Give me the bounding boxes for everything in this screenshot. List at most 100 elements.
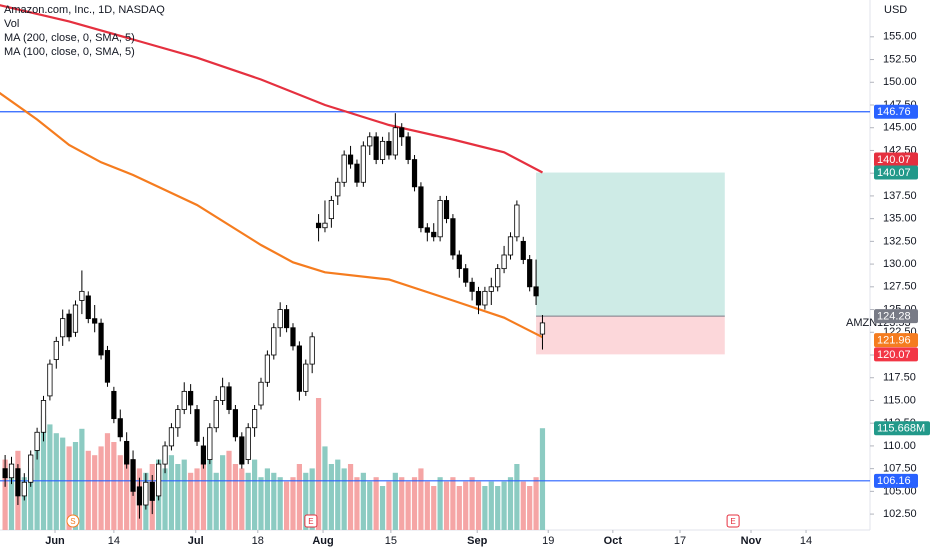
volume-bar <box>239 468 245 530</box>
moving-average <box>0 4 544 174</box>
volume-bar <box>373 477 379 530</box>
candle-body <box>136 486 143 506</box>
volume-bar <box>501 481 507 530</box>
ma-tag-label: 140.07 <box>877 154 911 166</box>
candle-body <box>392 127 398 156</box>
candle-body <box>443 200 450 220</box>
volume-bar <box>360 472 366 530</box>
volume-bar <box>290 477 296 530</box>
volume-bar <box>8 472 15 530</box>
candle-body <box>28 454 34 483</box>
candle-body <box>296 345 302 392</box>
candle-body <box>156 463 162 497</box>
volume-bar <box>34 446 40 530</box>
volume-tag <box>874 421 930 436</box>
candle-body <box>271 327 277 356</box>
legend-entry: MA (100, close, 0, SMA, 5) <box>4 46 135 58</box>
volume-bar <box>175 464 181 530</box>
candle-body <box>175 409 181 429</box>
volume-bar <box>277 477 283 530</box>
candle-body <box>482 290 488 306</box>
volume-bar <box>424 481 430 530</box>
hline-tag-label: 146.76 <box>877 106 911 118</box>
stop-tag-label: 120.07 <box>877 349 911 361</box>
volume-bar <box>283 481 290 530</box>
candle-body <box>85 295 91 320</box>
y-tick-label: 115.00 <box>883 394 916 406</box>
candle-body <box>8 463 15 479</box>
volume-bar <box>405 481 411 530</box>
candle-body <box>104 350 111 383</box>
candle-body <box>47 363 53 397</box>
volume-bar <box>232 464 239 530</box>
candle-body <box>533 286 539 297</box>
volume-bar <box>335 459 341 530</box>
event-label: E <box>308 517 313 526</box>
candle-body <box>283 309 290 329</box>
candle-body <box>347 154 354 165</box>
candle-body <box>335 181 341 197</box>
candle-body <box>252 409 258 429</box>
x-tick-label: Nov <box>741 535 763 547</box>
candle-body <box>72 304 79 333</box>
y-tick-label: 102.50 <box>883 508 917 520</box>
y-tick-label: 150.00 <box>883 76 917 88</box>
y-tick-label: 127.50 <box>883 281 917 293</box>
candle-body <box>539 322 546 335</box>
volume-bar <box>411 477 418 530</box>
candle-body <box>40 400 47 433</box>
volume-bar <box>98 446 104 530</box>
legend-entry: MA (200, close, 0, SMA, 5) <box>4 32 135 44</box>
candle-body <box>92 318 98 324</box>
candle-body <box>15 468 21 497</box>
volume-bar <box>28 468 34 530</box>
candle-body <box>264 354 270 383</box>
event-label: E <box>730 517 735 526</box>
candle-body <box>411 159 418 188</box>
volume-bar <box>111 442 117 530</box>
candle-body <box>117 418 123 438</box>
candle-body <box>303 363 309 392</box>
x-tick-label: Jun <box>45 535 65 547</box>
volume-bar <box>482 486 488 530</box>
candle-body <box>367 136 373 147</box>
candle-body <box>290 327 296 347</box>
volume-bar <box>124 446 130 530</box>
candle-body <box>34 431 40 451</box>
candle-body <box>507 236 514 256</box>
volume-bar <box>514 464 520 530</box>
symbol-label: AMZN <box>846 317 877 329</box>
candle-body <box>232 409 239 438</box>
x-tick-label: Aug <box>312 535 333 547</box>
candle-body <box>220 386 226 401</box>
candle-body <box>111 390 117 420</box>
candle-body <box>475 290 482 306</box>
x-tick-label: 19 <box>542 535 554 547</box>
candle-body <box>514 204 520 238</box>
volume-bar <box>104 433 111 530</box>
candle-body <box>21 481 27 497</box>
volume-bar <box>53 433 59 530</box>
volume-bar <box>495 486 501 530</box>
volume-bar <box>469 477 475 530</box>
candle-body <box>386 140 392 156</box>
volume-bar <box>207 459 213 530</box>
volume-bar <box>79 428 85 530</box>
candle-body <box>53 340 59 360</box>
volume-bar <box>60 437 66 530</box>
volume-bar <box>296 464 302 530</box>
volume-bar <box>21 477 27 530</box>
volume-bar <box>258 477 264 530</box>
candle-body <box>181 390 187 410</box>
y-tick-label: 132.50 <box>883 235 917 247</box>
volume-bar <box>188 472 194 530</box>
y-tick-label: 137.50 <box>883 190 917 202</box>
candle-body <box>501 254 507 270</box>
candle-body <box>168 427 175 447</box>
volume-bar <box>213 472 219 530</box>
y-tick-label: 145.00 <box>883 122 917 134</box>
chart-title: Amazon.com, Inc., 1D, NASDAQ <box>4 4 165 16</box>
volume-bar <box>200 464 207 530</box>
